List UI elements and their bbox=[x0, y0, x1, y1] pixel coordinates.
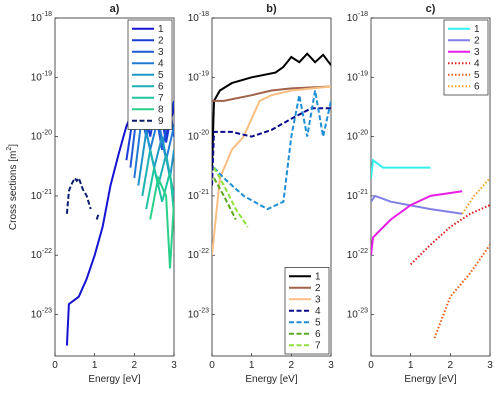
legend-label: 2 bbox=[315, 282, 321, 293]
y-tick-label: 10-23 bbox=[188, 307, 209, 320]
y-tick-label: 10-22 bbox=[347, 248, 368, 261]
legend-label: 6 bbox=[158, 81, 164, 92]
y-tick-label: 10-23 bbox=[31, 307, 52, 320]
y-tick-label: 10-21 bbox=[188, 189, 209, 202]
series-line bbox=[371, 194, 463, 215]
legend-label: 7 bbox=[158, 92, 164, 103]
legend-box bbox=[443, 19, 489, 96]
x-tick-label: 2 bbox=[289, 360, 295, 371]
y-tick-label: 10-23 bbox=[347, 307, 368, 320]
legend-label: 4 bbox=[315, 305, 321, 316]
series-line bbox=[371, 190, 463, 256]
legend-label: 3 bbox=[158, 46, 164, 57]
series-line bbox=[145, 167, 174, 214]
legend-label: 5 bbox=[158, 69, 164, 80]
x-tick-label: 1 bbox=[92, 360, 98, 371]
series-line bbox=[212, 52, 331, 168]
x-tick-label: 0 bbox=[52, 360, 58, 371]
series-line bbox=[433, 244, 490, 339]
series-line bbox=[149, 174, 174, 269]
y-tick-label: 10-22 bbox=[31, 248, 52, 261]
y-tick-label: 10-21 bbox=[31, 189, 52, 202]
series-line bbox=[65, 176, 100, 220]
series-line bbox=[409, 204, 490, 266]
legend-label: 2 bbox=[158, 35, 164, 46]
x-tick-label: 3 bbox=[171, 360, 177, 371]
legend-label: 5 bbox=[315, 317, 321, 328]
series-line bbox=[212, 85, 331, 102]
legend-label: 1 bbox=[158, 23, 164, 34]
legend-label: 6 bbox=[474, 81, 480, 92]
x-axis-label: Energy [eV] bbox=[404, 374, 456, 385]
series-line bbox=[371, 158, 431, 179]
series-line bbox=[461, 177, 490, 215]
x-tick-label: 0 bbox=[368, 360, 374, 371]
x-tick-label: 2 bbox=[132, 360, 138, 371]
y-tick-label: 10-19 bbox=[188, 70, 209, 83]
x-tick-label: 2 bbox=[448, 360, 454, 371]
series-line bbox=[65, 99, 174, 346]
axes-box bbox=[211, 17, 332, 357]
y-tick-label: 10-20 bbox=[188, 129, 209, 142]
x-tick-label: 0 bbox=[209, 360, 215, 371]
legend-label: 5 bbox=[474, 69, 480, 80]
y-tick-label: 10-19 bbox=[31, 70, 52, 83]
y-tick-label: 10-22 bbox=[188, 248, 209, 261]
x-tick-label: 1 bbox=[408, 360, 414, 371]
x-axis-label: Energy [eV] bbox=[245, 374, 297, 385]
legend-label: 1 bbox=[474, 23, 480, 34]
y-tick-label: 10-20 bbox=[31, 129, 52, 142]
y-tick-label: 10-18 bbox=[31, 11, 52, 24]
series-line bbox=[212, 85, 331, 256]
legend-label: 3 bbox=[315, 294, 321, 305]
legend-label: 9 bbox=[158, 115, 164, 126]
legend-label: 4 bbox=[474, 58, 480, 69]
panel-title: a) bbox=[110, 3, 120, 15]
legend-label: 4 bbox=[158, 58, 164, 69]
x-tick-label: 3 bbox=[328, 360, 334, 371]
axes-box bbox=[370, 17, 491, 357]
legend-label: 7 bbox=[315, 340, 321, 351]
y-tick-label: 10-18 bbox=[347, 11, 368, 24]
panel-title: b) bbox=[266, 3, 277, 15]
legend-label: 3 bbox=[474, 46, 480, 57]
series-line bbox=[213, 177, 237, 220]
axes-box bbox=[54, 17, 175, 357]
y-axis-label: Cross sections [m2] bbox=[6, 144, 19, 230]
series-line bbox=[213, 167, 249, 228]
x-tick-label: 3 bbox=[487, 360, 493, 371]
y-tick-label: 10-19 bbox=[347, 70, 368, 83]
y-tick-label: 10-21 bbox=[347, 189, 368, 202]
series-line bbox=[213, 90, 331, 211]
series-line bbox=[212, 107, 331, 186]
legend-label: 8 bbox=[158, 104, 164, 115]
x-axis-label: Energy [eV] bbox=[88, 374, 140, 385]
y-tick-label: 10-20 bbox=[347, 129, 368, 142]
legend-label: 1 bbox=[315, 271, 321, 282]
panel-title: c) bbox=[426, 3, 436, 15]
legend-label: 2 bbox=[474, 35, 480, 46]
x-tick-label: 1 bbox=[249, 360, 255, 371]
legend-label: 6 bbox=[315, 328, 321, 339]
y-tick-label: 10-18 bbox=[188, 11, 209, 24]
